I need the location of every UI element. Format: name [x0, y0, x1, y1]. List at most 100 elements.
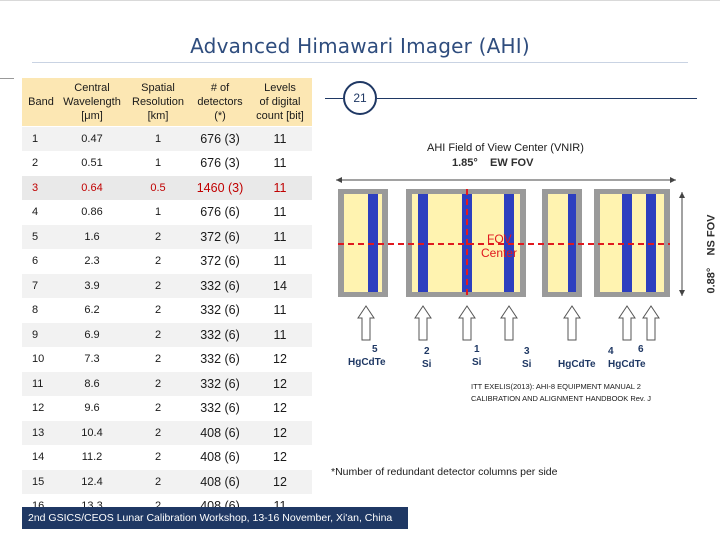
cell-wavelength: 11.2 [60, 444, 124, 469]
cell-levels: 11 [248, 224, 312, 249]
cell-wavelength: 12.4 [60, 469, 124, 494]
det-mat-5: HgCdTe [348, 357, 386, 368]
cell-levels: 12 [248, 444, 312, 469]
cell-resolution: 2 [124, 420, 192, 445]
slide-title: Advanced Himawari Imager (AHI) [190, 34, 530, 58]
table-row: 5 1.6 2 372 (6) 11 [22, 224, 312, 249]
table-row: 12 9.6 2 332 (6) 12 [22, 395, 312, 420]
cell-band: 6 [22, 248, 60, 273]
ns-arrow-bottom-head [679, 290, 685, 296]
cell-band: 12 [22, 395, 60, 420]
slide-number-badge: 21 [343, 81, 377, 115]
cell-band: 7 [22, 273, 60, 298]
cell-wavelength: 8.6 [60, 371, 124, 396]
detector-arrow-hgcdte [563, 305, 581, 341]
fov-center-label-2: Center [481, 246, 517, 260]
fov-diagram: FOV Center 5 HgCdTe 2 Si 1 Si 3 Si HgCdT… [336, 177, 685, 370]
detector-footnote: *Number of redundant detector columns pe… [331, 466, 558, 478]
cell-levels: 12 [248, 469, 312, 494]
ns-arrow-top-head [679, 192, 685, 198]
edge-marker [0, 78, 14, 79]
det-mat-4: HgCdTe [608, 359, 646, 370]
cell-wavelength: 9.6 [60, 395, 124, 420]
figure-title: AHI Field of View Center (VNIR) [427, 142, 584, 154]
cell-detectors: 332 (6) [192, 346, 248, 371]
cell-detectors: 332 (6) [192, 371, 248, 396]
det-mat-hgcdte: HgCdTe [558, 359, 596, 370]
cell-wavelength: 7.3 [60, 346, 124, 371]
cell-band: 14 [22, 444, 60, 469]
cell-levels: 11 [248, 126, 312, 151]
cell-wavelength: 3.9 [60, 273, 124, 298]
cell-wavelength: 1.6 [60, 224, 124, 249]
cell-band: 5 [22, 224, 60, 249]
table-row: 8 6.2 2 332 (6) 11 [22, 297, 312, 322]
cell-detectors: 408 (6) [192, 444, 248, 469]
detector-arrow-6 [642, 305, 660, 341]
table-row: 11 8.6 2 332 (6) 12 [22, 371, 312, 396]
cell-resolution: 2 [124, 346, 192, 371]
cell-band: 4 [22, 199, 60, 224]
ahi-band-table: Band Central Wavelength [μm] Spatial Resolu… [22, 78, 312, 518]
cell-detectors: 676 (6) [192, 199, 248, 224]
table-row: 1 0.47 1 676 (3) 11 [22, 126, 312, 151]
detector-arrow-3 [500, 305, 518, 341]
slide-number-rule-right [377, 98, 697, 99]
cell-band: 8 [22, 297, 60, 322]
cell-levels: 12 [248, 371, 312, 396]
cell-detectors: 372 (6) [192, 224, 248, 249]
cell-resolution: 2 [124, 469, 192, 494]
cell-detectors: 372 (6) [192, 248, 248, 273]
footer-bar: 2nd GSICS/CEOS Lunar Calibration Worksho… [22, 507, 408, 529]
cell-resolution: 1 [124, 150, 192, 175]
cell-levels: 12 [248, 346, 312, 371]
fov-center-label-1: FOV [487, 232, 512, 246]
cell-levels: 11 [248, 175, 312, 200]
table-row: 7 3.9 2 332 (6) 14 [22, 273, 312, 298]
cell-band: 15 [22, 469, 60, 494]
det-num-1: 1 [474, 344, 480, 355]
cell-band: 3 [22, 175, 60, 200]
det-mat-3: Si [522, 359, 532, 370]
cell-resolution: 1 [124, 199, 192, 224]
source-citation: ITT EXELIS(2013): AHI-8 EQUIPMENT MANUAL… [471, 382, 652, 403]
cell-band: 2 [22, 150, 60, 175]
table-row: 4 0.86 1 676 (6) 11 [22, 199, 312, 224]
cell-wavelength: 6.2 [60, 297, 124, 322]
table-row: 10 7.3 2 332 (6) 12 [22, 346, 312, 371]
cell-levels: 12 [248, 420, 312, 445]
cell-wavelength: 10.4 [60, 420, 124, 445]
det-num-5: 5 [372, 344, 378, 355]
cell-levels: 11 [248, 150, 312, 175]
cell-detectors: 676 (3) [192, 126, 248, 151]
cell-resolution: 2 [124, 322, 192, 347]
cell-levels: 11 [248, 297, 312, 322]
cell-wavelength: 2.3 [60, 248, 124, 273]
table-body: 1 0.47 1 676 (3) 11 2 0.51 1 676 (3) 11 3 0.64 0.5 14… [22, 126, 312, 518]
cell-wavelength: 0.64 [60, 175, 124, 200]
cell-band: 13 [22, 420, 60, 445]
cell-wavelength: 0.47 [60, 126, 124, 151]
cell-detectors: 676 (3) [192, 150, 248, 175]
cell-levels: 12 [248, 395, 312, 420]
det-mat-2: Si [422, 359, 432, 370]
cell-resolution: 0.5 [124, 175, 192, 200]
header-levels: Levels of digital count [bit] [248, 78, 312, 126]
cell-levels: 11 [248, 199, 312, 224]
cell-detectors: 408 (6) [192, 469, 248, 494]
det-num-2: 2 [424, 346, 430, 357]
table-row: 13 10.4 2 408 (6) 12 [22, 420, 312, 445]
cell-detectors: 332 (6) [192, 395, 248, 420]
cell-resolution: 2 [124, 371, 192, 396]
det-num-6: 6 [638, 344, 644, 355]
cell-band: 9 [22, 322, 60, 347]
cell-resolution: 2 [124, 395, 192, 420]
cell-levels: 14 [248, 273, 312, 298]
table-row: 3 0.64 0.5 1460 (3) 11 [22, 175, 312, 200]
ew-arrow-right-head [670, 177, 676, 183]
table-row: 9 6.9 2 332 (6) 11 [22, 322, 312, 347]
cell-band: 10 [22, 346, 60, 371]
table-row: 2 0.51 1 676 (3) 11 [22, 150, 312, 175]
cell-resolution: 2 [124, 444, 192, 469]
detector-arrow-1 [458, 305, 476, 341]
